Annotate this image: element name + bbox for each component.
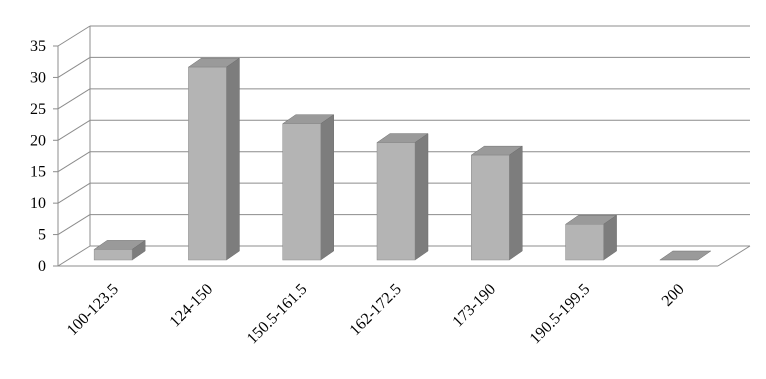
- bar-front: [565, 224, 604, 261]
- y-tick-label: 20: [30, 132, 46, 149]
- bar-side: [414, 133, 429, 261]
- bar-front: [376, 142, 416, 261]
- gridline-diagonal: [57, 88, 91, 110]
- y-tick-label: 25: [30, 101, 46, 118]
- y-tick-label: 30: [30, 69, 46, 86]
- x-tick-label: 190.5-199.5: [527, 281, 594, 348]
- bar: [93, 239, 146, 261]
- gridline-diagonal: [57, 151, 91, 173]
- x-axis-labels: 100-123.5 124-150 150.5-161.5 162-172.5 173-…: [64, 281, 688, 348]
- bar-side: [320, 114, 334, 261]
- bar: [470, 145, 524, 261]
- bar: [564, 214, 618, 261]
- gridline-diagonal: [57, 25, 91, 47]
- bar: [376, 133, 429, 261]
- y-tick-label: 5: [38, 227, 46, 244]
- gridline-diagonal: [57, 245, 91, 267]
- x-tick-label: 162-172.5: [347, 281, 405, 339]
- y-tick-label: 0: [38, 258, 46, 275]
- bar-side: [226, 57, 240, 261]
- bar-top: [659, 250, 712, 261]
- x-tick-label: 124-150: [167, 281, 217, 331]
- bar-front: [93, 249, 133, 261]
- y-tick-label: 35: [30, 38, 46, 55]
- bar: [281, 114, 335, 261]
- bar-front: [188, 66, 227, 261]
- x-tick-label: 200: [659, 281, 688, 310]
- bar: [659, 250, 712, 261]
- gridline-diagonal: [57, 182, 91, 204]
- x-tick-label: 173-190: [449, 281, 499, 331]
- floor-right-edge: [717, 245, 751, 267]
- bar: [187, 57, 241, 261]
- y-axis: 0 5 10 15 20 25 30 35: [30, 38, 58, 275]
- x-tick-label: 150.5-161.5: [244, 281, 311, 348]
- bar-side: [509, 145, 523, 261]
- y-tick-label: 15: [30, 164, 46, 181]
- bar-front: [471, 154, 510, 261]
- gridline-diagonal: [57, 57, 91, 78]
- gridline-diagonal: [57, 214, 91, 235]
- bars: [93, 57, 712, 261]
- x-tick-label: 100-123.5: [64, 281, 122, 339]
- y-tick-label: 10: [30, 195, 46, 212]
- gridline-diagonal: [57, 119, 91, 141]
- bar-front: [282, 123, 321, 261]
